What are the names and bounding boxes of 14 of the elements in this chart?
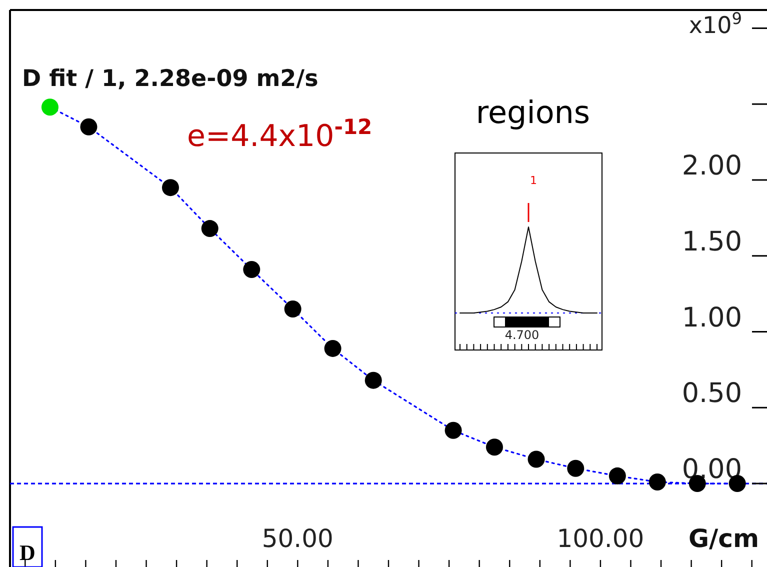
y-axis-title: x10$^{9}$: [688, 8, 742, 39]
y-tick-label: 0.50: [682, 378, 742, 410]
annotation: 1: [530, 174, 537, 187]
x-axis-title: G/cm: [688, 524, 759, 553]
annotation: 4.700: [504, 328, 540, 342]
y-tick-label: 1.50: [682, 226, 742, 258]
text: D fit / 1, 2.28e-09 m2/s: [22, 66, 318, 92]
y-tick-label: 1.00: [682, 302, 742, 334]
annotation: D: [20, 540, 36, 565]
x-tick-label: 100.00: [556, 524, 644, 553]
annotation: e=4.4x10$^{-12}$: [187, 115, 372, 154]
x-tick-label: 50.00: [262, 524, 334, 553]
y-tick-label: 2.00: [682, 150, 742, 182]
chart-title: regions: [476, 95, 590, 131]
